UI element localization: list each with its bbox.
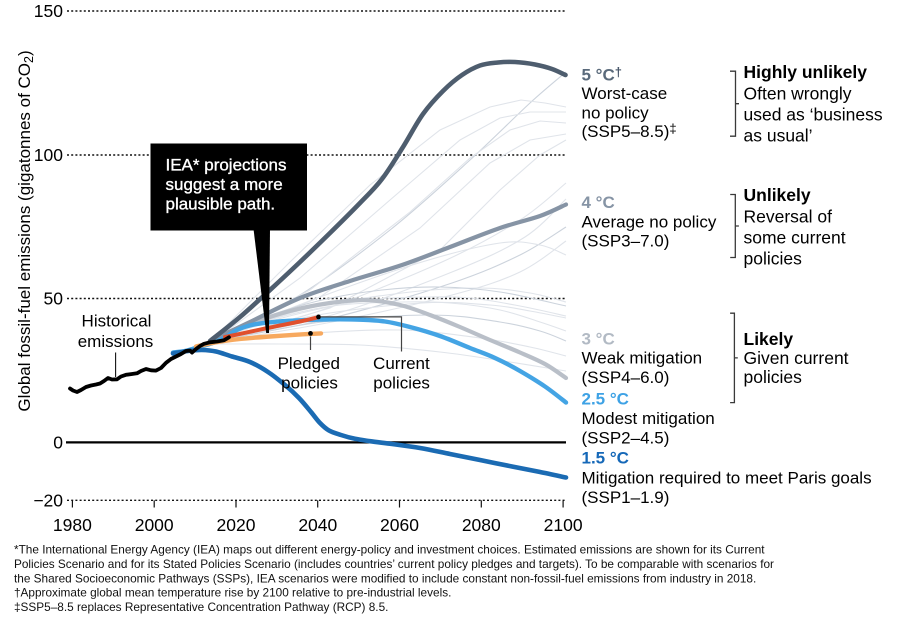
svg-text:†Approximate global mean tempe: †Approximate global mean temperature ris… (14, 586, 451, 600)
svg-text:Likely: Likely (744, 329, 794, 349)
svg-text:Current: Current (373, 354, 430, 373)
svg-text:(SSP4–6.0): (SSP4–6.0) (582, 368, 670, 387)
svg-text:150: 150 (34, 1, 63, 21)
svg-text:2060: 2060 (380, 515, 419, 535)
svg-text:2080: 2080 (462, 515, 501, 535)
svg-text:some current: some current (744, 227, 846, 247)
svg-text:4 °C: 4 °C (582, 193, 615, 212)
svg-text:2020: 2020 (217, 515, 256, 535)
svg-text:(SSP1–1.9): (SSP1–1.9) (582, 488, 670, 507)
svg-text:no policy: no policy (582, 104, 650, 123)
svg-text:(SSP2–4.5): (SSP2–4.5) (582, 428, 670, 447)
svg-text:Modest mitigation: Modest mitigation (582, 409, 715, 428)
svg-text:Mitigation required to meet Pa: Mitigation required to meet Paris goals (582, 469, 872, 488)
svg-text:Unlikely: Unlikely (744, 185, 811, 205)
svg-text:2.5 °C: 2.5 °C (582, 390, 629, 409)
svg-text:2040: 2040 (298, 515, 337, 535)
svg-text:Pledged: Pledged (278, 354, 340, 373)
svg-text:plausible path.: plausible path. (166, 195, 276, 214)
svg-text:(SSP5–8.5)‡: (SSP5–8.5)‡ (582, 121, 677, 141)
svg-text:Historical: Historical (82, 312, 152, 331)
svg-text:100: 100 (34, 145, 63, 165)
svg-text:Global fossil-fuel emissions (: Global fossil-fuel emissions (gigatonnes… (15, 50, 36, 411)
svg-text:‡SSP5–8.5 replaces Representat: ‡SSP5–8.5 replaces Representative Concen… (14, 600, 388, 614)
svg-text:Reversal of: Reversal of (744, 206, 833, 226)
svg-text:policies: policies (744, 248, 803, 268)
svg-text:Often wrongly: Often wrongly (744, 83, 852, 103)
svg-text:policies: policies (373, 373, 430, 392)
svg-text:2000: 2000 (135, 515, 174, 535)
svg-text:suggest a more: suggest a more (166, 175, 283, 194)
svg-text:IEA* projections: IEA* projections (166, 156, 287, 175)
svg-text:policies: policies (281, 373, 338, 392)
svg-text:3 °C: 3 °C (582, 330, 615, 349)
svg-text:1980: 1980 (53, 515, 92, 535)
svg-text:emissions: emissions (78, 332, 154, 351)
svg-text:50: 50 (44, 289, 64, 309)
svg-text:Highly unlikely: Highly unlikely (744, 62, 868, 82)
svg-text:1.5 °C: 1.5 °C (582, 448, 629, 467)
svg-text:2100: 2100 (544, 515, 583, 535)
svg-text:Average no policy: Average no policy (582, 213, 717, 232)
svg-text:−20: −20 (33, 490, 63, 510)
svg-text:the Shared Socioeconomic Pathw: the Shared Socioeconomic Pathways (SSPs)… (14, 571, 756, 585)
svg-text:Worst-case: Worst-case (582, 84, 668, 103)
svg-text:used as ‘business: used as ‘business (744, 104, 883, 124)
svg-text:as usual’: as usual’ (744, 125, 813, 145)
svg-text:5 °C†: 5 °C† (582, 65, 623, 85)
svg-text:(SSP3–7.0): (SSP3–7.0) (582, 232, 670, 251)
svg-text:policies: policies (744, 367, 803, 387)
svg-text:0: 0 (53, 432, 63, 452)
svg-text:Policies Scenario and for its: Policies Scenario and for its Stated Pol… (14, 557, 774, 571)
svg-text:*The International Energy Agen: *The International Energy Agency (IEA) m… (14, 543, 765, 557)
svg-text:Weak mitigation: Weak mitigation (582, 349, 703, 368)
svg-text:Given current: Given current (744, 348, 849, 368)
